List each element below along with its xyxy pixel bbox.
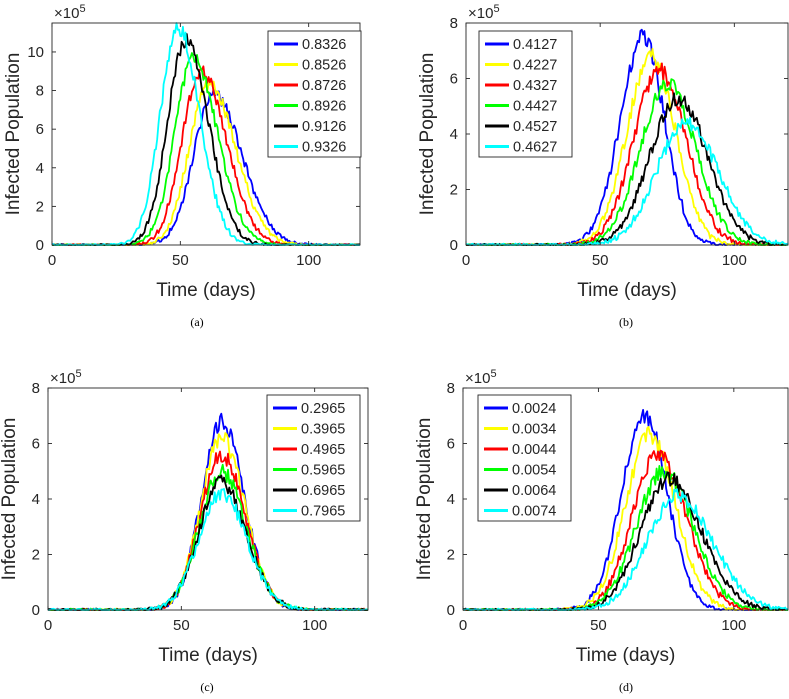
legend-entry-label: 0.9326 [302, 140, 346, 156]
legend-box [478, 30, 573, 158]
y-exponent-label: ×105 [465, 368, 497, 387]
legend-entry-label: 0.6965 [301, 483, 345, 499]
chart-panel-2: 0 50 100 0 2 4 6 8 ×105 Time (days) Infected Popul… [417, 3, 789, 329]
y-tick-label: 0 [450, 237, 458, 254]
x-tick-label: 50 [172, 252, 189, 269]
y-tick-label: 4 [36, 160, 44, 177]
x-tick-label: 100 [722, 252, 747, 269]
legend-box [477, 394, 572, 522]
legend-entry-label: 0.5965 [301, 463, 345, 479]
x-axis-label: Time (days) [577, 280, 677, 301]
y-tick-label: 2 [32, 547, 40, 564]
y-tick-label: 8 [447, 380, 455, 397]
y-tick-label: 6 [32, 436, 40, 453]
x-tick-label: 50 [173, 617, 190, 634]
x-axis-label: Time (days) [158, 645, 258, 666]
y-tick-label: 4 [32, 491, 40, 508]
x-tick-label: 50 [592, 252, 609, 269]
legend-box [267, 30, 362, 158]
y-tick-label: 8 [36, 83, 44, 100]
y-exponent-label: ×105 [468, 3, 500, 22]
y-tick-label: 0 [32, 602, 40, 619]
legend-entry-label: 0.8926 [302, 99, 346, 115]
x-tick-label: 50 [590, 617, 607, 634]
series-line-0.4627 [465, 116, 789, 246]
legend: 0.2965 0.3965 0.4965 0.5965 0.6965 0.7965 [266, 394, 361, 522]
legend-entry-label: 0.9126 [302, 119, 346, 135]
y-tick-label: 2 [450, 182, 458, 199]
legend-entry-label: 0.0044 [512, 442, 556, 458]
legend-box [266, 394, 361, 522]
y-axis-label: Infected Population [3, 53, 24, 216]
x-tick-label: 0 [48, 252, 56, 269]
legend-entry-label: 0.0024 [512, 401, 556, 417]
legend-entry-label: 0.4965 [301, 442, 345, 458]
x-tick-label: 0 [459, 617, 467, 634]
x-axis-label: Time (days) [156, 280, 256, 301]
legend-entry-label: 0.2965 [301, 401, 345, 417]
y-tick-label: 2 [447, 547, 455, 564]
chart-panel-1: 0 50 100 0 2 4 6 8 10 ×105 Time (days) Infected Pop… [3, 3, 362, 329]
y-axis-label: Infected Population [0, 418, 20, 581]
y-tick-label: 4 [450, 126, 458, 143]
y-tick-label: 6 [36, 121, 44, 138]
legend-entry-label: 0.4327 [513, 78, 557, 94]
legend-entry-label: 0.0034 [512, 422, 556, 438]
panel-caption: (a) [190, 315, 203, 329]
legend-entry-label: 0.0074 [512, 504, 556, 520]
legend-entry-label: 0.0064 [512, 483, 556, 499]
legend-entry-label: 0.4627 [513, 140, 557, 156]
y-tick-label: 0 [36, 237, 44, 254]
x-tick-label: 100 [296, 252, 321, 269]
y-axis-label: Infected Population [414, 418, 435, 581]
y-tick-label: 0 [447, 602, 455, 619]
legend-entry-label: 0.4227 [513, 58, 557, 74]
legend: 0.8326 0.8526 0.8726 0.8926 0.9126 0.9326 [267, 30, 362, 158]
y-tick-label: 6 [450, 71, 458, 88]
chart-panel-3: 0 50 100 0 2 4 6 8 ×105 Time (days) Infected Popul… [0, 368, 369, 694]
legend-entry-label: 0.4127 [513, 37, 557, 53]
legend-entry-label: 0.3965 [301, 422, 345, 438]
y-axis-label: Infected Population [417, 53, 438, 216]
legend: 0.0024 0.0034 0.0044 0.0054 0.0064 0.0074 [477, 394, 572, 522]
y-tick-label: 6 [447, 436, 455, 453]
legend: 0.4127 0.4227 0.4327 0.4427 0.4527 0.4627 [478, 30, 573, 158]
y-tick-label: 8 [32, 380, 40, 397]
y-tick-label: 8 [450, 15, 458, 32]
x-axis-label: Time (days) [576, 645, 676, 666]
panel-caption: (c) [200, 680, 213, 694]
chart-panel-4: 0 50 100 0 2 4 6 8 ×105 Time (days) Infected Popul… [414, 368, 789, 694]
y-exponent-label: ×105 [54, 3, 86, 22]
legend-entry-label: 0.7965 [301, 504, 345, 520]
x-tick-label: 0 [44, 617, 52, 634]
legend-entry-label: 0.8726 [302, 78, 346, 94]
x-tick-label: 100 [302, 617, 327, 634]
legend-entry-label: 0.4427 [513, 99, 557, 115]
legend-entry-label: 0.4527 [513, 119, 557, 135]
legend-entry-label: 0.0054 [512, 463, 556, 479]
x-tick-label: 100 [721, 617, 746, 634]
panel-caption: (b) [619, 315, 633, 329]
y-tick-label: 10 [27, 44, 44, 61]
x-tick-label: 0 [462, 252, 470, 269]
y-exponent-label: ×105 [50, 368, 82, 387]
y-tick-label: 2 [36, 198, 44, 215]
legend-entry-label: 0.8326 [302, 37, 346, 53]
legend-entry-label: 0.8526 [302, 58, 346, 74]
y-tick-label: 4 [447, 491, 455, 508]
panel-caption: (d) [619, 680, 633, 694]
